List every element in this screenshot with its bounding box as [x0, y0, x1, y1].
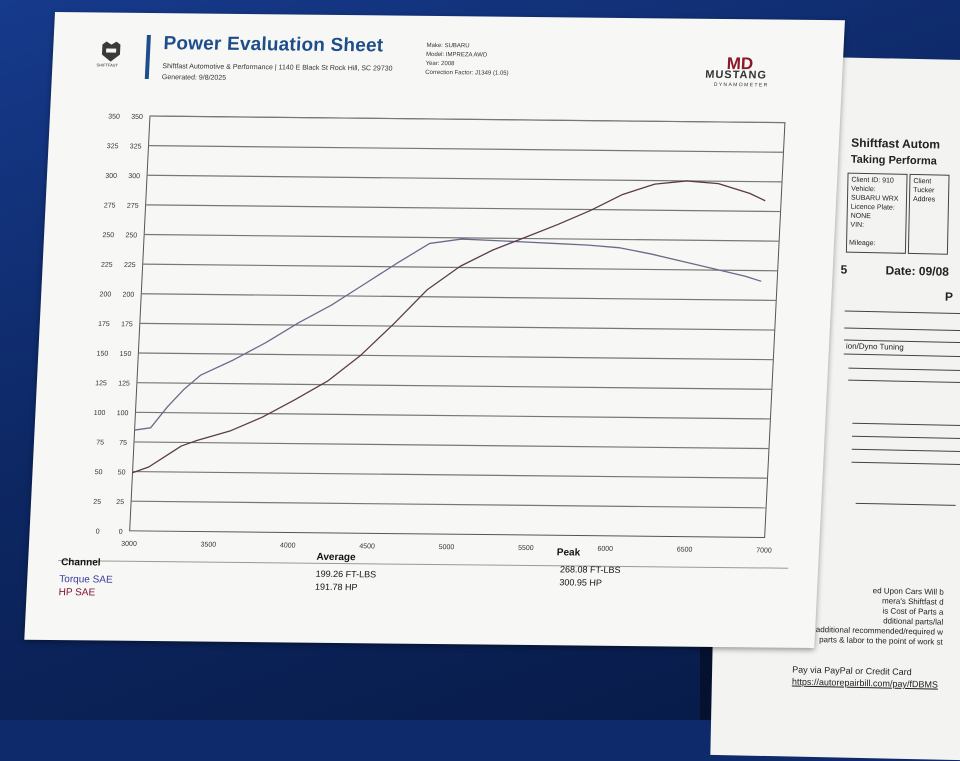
client-address: Addres — [912, 195, 936, 204]
y-tick-label-right: 275 — [127, 203, 139, 210]
divider-line — [844, 327, 960, 332]
y-tick-label-right: 0 — [119, 529, 123, 536]
y-tick-label-left: 100 — [94, 410, 106, 417]
torque-peak: 268.08 FT-LBS — [559, 564, 621, 575]
divider-line — [848, 367, 960, 372]
client-address-box: Client Tucker Addres — [907, 173, 950, 255]
divider-line — [851, 461, 960, 466]
gridline-y — [148, 145, 784, 153]
y-tick-label-left: 150 — [96, 351, 108, 358]
x-tick-label: 3500 — [200, 542, 216, 549]
payment-note: Pay via PayPal or Credit Card — [792, 664, 912, 678]
torque-channel-label: Torque SAE — [58, 574, 113, 586]
md-logo-letters: MD — [726, 54, 753, 73]
y-tick-label-left: 325 — [107, 143, 119, 150]
x-tick-label: 6500 — [677, 547, 693, 554]
chart-series — [132, 180, 766, 474]
y-tick-label-left: 75 — [96, 440, 104, 447]
gridline-y — [136, 382, 772, 390]
peak-header: Peak — [556, 547, 581, 559]
y-tick-label-left: 25 — [93, 499, 101, 506]
y-tick-label-right: 325 — [130, 143, 142, 150]
x-tick-label: 5500 — [518, 545, 534, 552]
gridline-y — [133, 441, 770, 450]
y-tick-label-right: 100 — [117, 410, 129, 417]
y-tick-label-right: 350 — [131, 114, 143, 121]
mileage-label: Mileage: — [849, 239, 876, 248]
y-tick-label-left: 225 — [101, 262, 113, 269]
y-tick-label-right: 50 — [118, 469, 126, 476]
y-tick-label-left: 200 — [99, 291, 111, 298]
x-tick-label: 7000 — [756, 547, 772, 554]
x-tick-label: 3000 — [121, 541, 137, 548]
gridline-y — [149, 115, 785, 124]
gridline-y — [138, 352, 774, 361]
chart-grid — [129, 115, 786, 538]
x-tick-label: 4000 — [280, 542, 296, 549]
divider-line — [852, 435, 960, 440]
torque-series-line — [134, 238, 762, 431]
dyno-chart: 0 0 25 25 50 50 75 75 100 100 125 125 150 150 175 175 20… — [93, 114, 786, 555]
torque-average: 199.26 FT-LBS — [315, 568, 377, 580]
channel-header: Channel — [60, 557, 101, 569]
vin-label: VIN: — [850, 221, 865, 229]
y-tick-label-right: 300 — [128, 173, 140, 180]
y-tick-label-left: 350 — [108, 114, 120, 121]
gridline-y — [139, 322, 775, 331]
y-tick-label-right: 150 — [119, 351, 131, 358]
average-header: Average — [316, 551, 356, 564]
gridline-y — [141, 293, 777, 302]
mustang-dyno-logo-icon: MD — [726, 54, 753, 73]
divider-line — [843, 353, 960, 358]
invoice-date: Date: 09/08 — [885, 263, 950, 279]
y-tick-label-left: 50 — [95, 469, 103, 476]
y-tick-label-left: 300 — [105, 173, 117, 180]
gridline-y — [145, 204, 781, 213]
hp-average: 191.78 HP — [314, 581, 358, 593]
service-line: ion/Dyno Tuning — [845, 341, 904, 352]
invoice-title: Shiftfast Autom — [851, 135, 941, 152]
y-tick-label-right: 175 — [121, 321, 133, 328]
x-tick-label: 4500 — [359, 543, 375, 550]
divider-line — [855, 502, 956, 506]
y-tick-label-right: 125 — [118, 380, 130, 387]
gridline-y — [131, 500, 767, 509]
y-tick-label-left: 125 — [95, 380, 107, 387]
divider-line — [852, 422, 960, 427]
invoice-subtitle: Taking Performa — [850, 153, 937, 168]
x-tick-label: 5000 — [439, 544, 455, 551]
y-tick-label-left: 0 — [96, 528, 100, 535]
divider-line — [848, 379, 960, 384]
y-tick-label-left: 250 — [102, 232, 114, 239]
divider-line — [851, 448, 960, 453]
gridline-y — [142, 263, 778, 272]
payment-link[interactable]: https://autorepairbill.com/pay/fDBMS — [791, 676, 939, 690]
shiftfast-logo-icon — [101, 41, 121, 62]
hp-series-line — [132, 180, 766, 474]
hp-peak: 300.95 HP — [559, 577, 603, 588]
invoice-letter: P — [944, 289, 954, 304]
x-axis-labels: 3000 3500 4000 4500 5000 5500 6000 6500 7000 — [121, 541, 772, 555]
hp-channel-label: HP SAE — [58, 587, 96, 599]
y-tick-label-right: 25 — [116, 499, 124, 506]
y-tick-label-right: 75 — [119, 440, 127, 447]
y-tick-label-right: 225 — [124, 262, 136, 269]
divider-line — [844, 310, 960, 315]
note-line: parts & labor to the point of work st — [819, 635, 943, 647]
gridline-y — [144, 233, 780, 242]
dyno-sheet: SHIFTFAST Power Evaluation Sheet Shiftfa… — [24, 12, 845, 648]
y-tick-label-left: 275 — [104, 202, 116, 209]
invoice-number: 5 — [840, 262, 848, 277]
y-tick-label-left: 175 — [98, 321, 110, 328]
invoice-notes: ed Upon Cars Will b mera's Shiftfast d i… — [803, 585, 944, 648]
y-tick-label-right: 200 — [122, 292, 134, 299]
y-axis-labels: 0 0 25 25 50 50 75 75 100 100 125 125 150 150 175 175 20… — [93, 114, 143, 536]
gridline-y — [147, 174, 783, 183]
x-tick-label: 6000 — [597, 546, 613, 553]
y-tick-label-right: 250 — [125, 232, 137, 239]
gridline-y — [132, 470, 768, 479]
gridline-y — [135, 411, 771, 420]
